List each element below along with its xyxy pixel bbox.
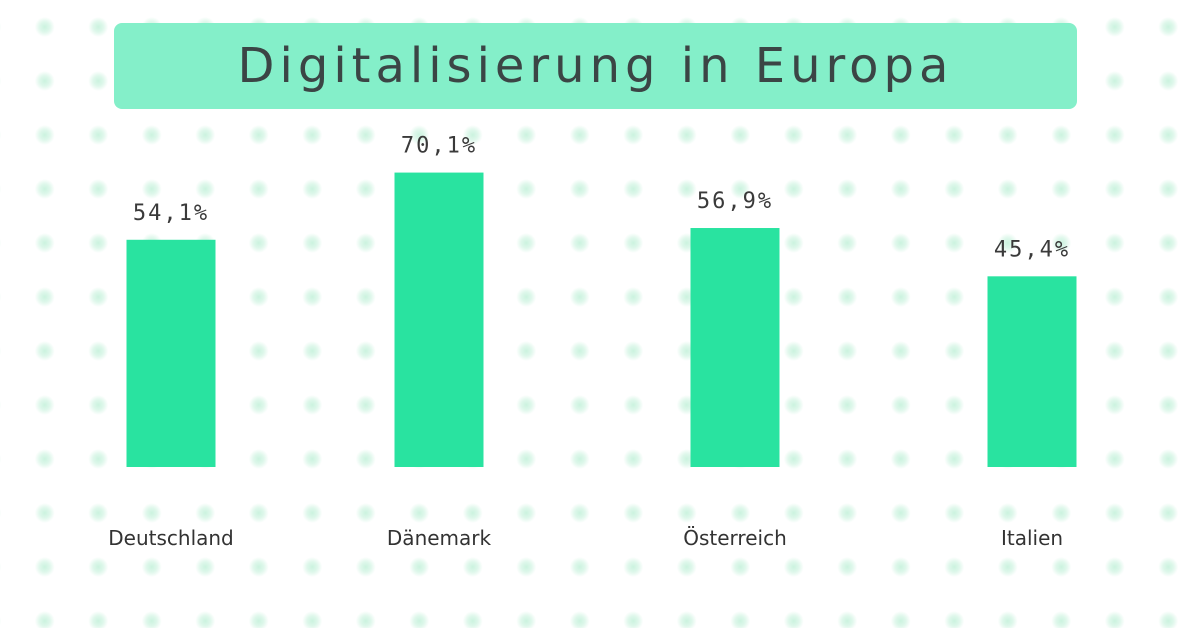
category-label-2: Österreich xyxy=(683,526,787,550)
value-label-3: 45,4% xyxy=(994,237,1070,262)
value-label-0: 54,1% xyxy=(133,201,209,226)
value-label-1: 70,1% xyxy=(401,134,477,159)
bar-0 xyxy=(126,239,216,467)
chart-title: Digitalisierung in Europa xyxy=(237,38,954,94)
value-label-2: 56,9% xyxy=(697,189,773,214)
category-label-1: Dänemark xyxy=(387,526,492,550)
category-label-0: Deutschland xyxy=(108,526,234,550)
bar-1 xyxy=(394,172,484,467)
bar-3 xyxy=(987,276,1077,467)
chart-title-box: Digitalisierung in Europa xyxy=(114,23,1077,109)
category-label-3: Italien xyxy=(1001,526,1063,550)
bar-2 xyxy=(690,228,780,467)
